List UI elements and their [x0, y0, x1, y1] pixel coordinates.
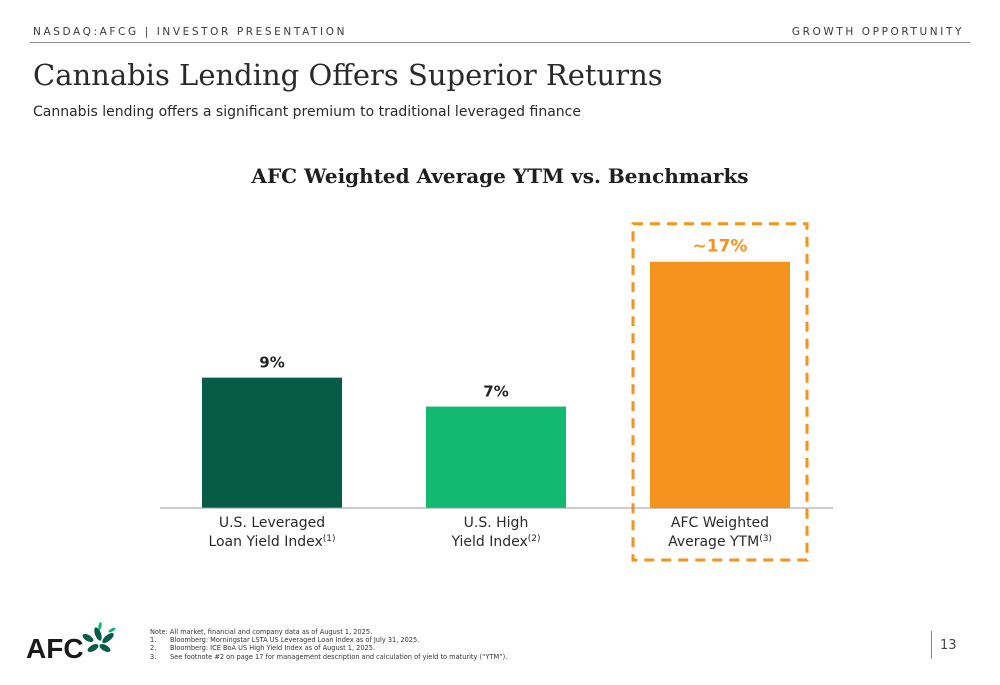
footnote-item: 2. Bloomberg: ICE BoA US High Yield Index…	[150, 644, 376, 653]
page-title: Cannabis Lending Offers Superior Returns	[33, 58, 663, 92]
category-label: U.S. High	[464, 515, 529, 531]
svg-text:AFC: AFC	[26, 633, 84, 664]
category-label: U.S. Leveraged	[219, 515, 325, 531]
header-divider	[30, 42, 970, 43]
highlight-box	[631, 222, 809, 562]
footnote-item: 1. Bloomberg: Morningstar LSTA US Leverag…	[150, 636, 420, 645]
footnote-item: 3. See footnote #2 on page 17 for managem…	[150, 652, 508, 661]
data-label: ~17%	[693, 237, 748, 257]
bar	[426, 406, 566, 508]
afc-logo: AFC	[26, 622, 116, 668]
leaf-cluster-icon: AFC	[26, 622, 116, 664]
bar-chart: 9% U.S. Leveraged Loan Yield Index(1) 7% U.S…	[160, 222, 833, 562]
page-subtitle: Cannabis lending offers a significant pr…	[33, 104, 581, 120]
page-number: 13	[940, 638, 957, 653]
footnote-intro: Note: All market, financial and company …	[150, 628, 373, 636]
page-number-divider	[931, 631, 932, 659]
header-right: GROWTH OPPORTUNITY	[791, 26, 964, 38]
bar	[202, 377, 342, 508]
category-label: AFC Weighted	[671, 515, 769, 531]
category-label: Loan Yield Index(1)	[208, 534, 335, 550]
category-label: Average YTM(3)	[668, 534, 772, 550]
bar	[650, 261, 790, 508]
footnotes: Note: All market, financial and company …	[150, 628, 507, 661]
data-label: 9%	[259, 354, 284, 372]
chart-title: AFC Weighted Average YTM vs. Benchmarks	[251, 164, 749, 188]
data-label: 7%	[483, 383, 508, 401]
category-label: Yield Index(2)	[450, 534, 540, 550]
header-left: NASDAQ:AFCG | INVESTOR PRESENTATION	[33, 26, 348, 38]
